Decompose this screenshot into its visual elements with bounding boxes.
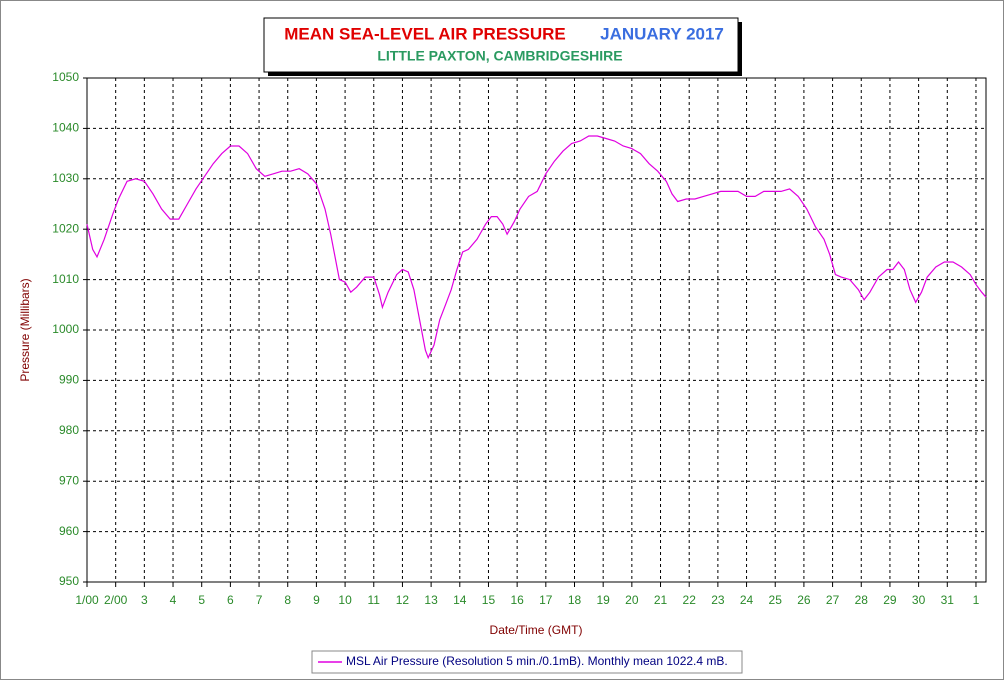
y-tick-label: 960 [59, 524, 79, 538]
plot-area [86, 77, 987, 583]
x-tick-label: 23 [711, 593, 725, 607]
x-tick-label: 31 [941, 593, 955, 607]
x-tick-label: 21 [654, 593, 668, 607]
x-tick-label: 5 [198, 593, 205, 607]
x-tick-label: 20 [625, 593, 639, 607]
x-tick-label: 9 [313, 593, 320, 607]
legend-label: MSL Air Pressure (Resolution 5 min./0.1m… [346, 654, 728, 668]
x-tick-label: 26 [797, 593, 811, 607]
y-tick-label: 1050 [52, 70, 79, 84]
x-tick-label: 4 [170, 593, 177, 607]
x-tick-label: 27 [826, 593, 840, 607]
x-tick-label: 30 [912, 593, 926, 607]
y-tick-label: 950 [59, 574, 79, 588]
y-tick-label: 990 [59, 373, 79, 387]
y-tick-label: 1020 [52, 221, 79, 235]
x-tick-label: 3 [141, 593, 148, 607]
x-tick-label: 16 [510, 593, 524, 607]
x-tick-label: 11 [368, 593, 381, 607]
x-tick-label: 1/00 [75, 593, 99, 607]
chart-subtitle: LITTLE PAXTON, CAMBRIDGESHIRE [377, 48, 622, 64]
x-tick-label: 8 [284, 593, 291, 607]
x-tick-label: 19 [596, 593, 610, 607]
y-axis-label: Pressure (Millibars) [18, 278, 32, 381]
x-tick-label: 24 [740, 593, 754, 607]
y-tick-label: 980 [59, 423, 79, 437]
x-tick-label: 25 [769, 593, 783, 607]
y-tick-label: 1010 [52, 272, 79, 286]
chart-title: MEAN SEA-LEVEL AIR PRESSURE [284, 24, 566, 43]
x-tick-label: 17 [539, 593, 553, 607]
chart-title-period: JANUARY 2017 [600, 24, 724, 43]
x-tick-label: 6 [227, 593, 234, 607]
x-tick-label: 15 [482, 593, 496, 607]
x-tick-label: 18 [568, 593, 582, 607]
x-tick-label: 28 [855, 593, 869, 607]
y-tick-label: 1030 [52, 171, 79, 185]
x-tick-label: 2/00 [104, 593, 128, 607]
title-box [263, 17, 739, 73]
y-tick-label: 1040 [52, 121, 79, 135]
series-line [86, 135, 987, 360]
x-tick-label: 10 [338, 593, 352, 607]
x-tick-label: 29 [883, 593, 897, 607]
x-tick-label: 1 [973, 593, 980, 607]
x-tick-label: 13 [424, 593, 438, 607]
legend-box [311, 650, 743, 674]
x-axis-label: Date/Time (GMT) [490, 623, 583, 637]
y-tick-label: 970 [59, 473, 79, 487]
x-tick-label: 7 [256, 593, 263, 607]
x-tick-label: 22 [683, 593, 697, 607]
x-tick-label: 14 [453, 593, 467, 607]
y-tick-label: 1000 [52, 322, 79, 336]
x-tick-label: 12 [396, 593, 410, 607]
